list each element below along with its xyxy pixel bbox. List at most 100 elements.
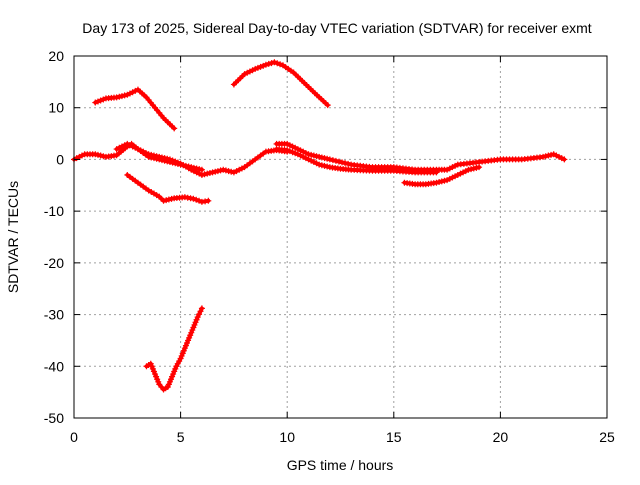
data-point: [324, 102, 331, 109]
data-point: [177, 161, 184, 168]
data-point: [561, 156, 568, 163]
data-point: [436, 179, 443, 186]
data-point: [324, 163, 331, 170]
data-point: [345, 160, 352, 167]
data-point: [153, 155, 160, 162]
data-point: [308, 151, 315, 158]
data-point: [289, 149, 296, 156]
data-point: [268, 60, 275, 67]
y-tick-label: 10: [48, 100, 64, 116]
series-trace: [144, 306, 204, 392]
data-point: [168, 195, 175, 202]
data-point: [449, 164, 456, 171]
data-point: [121, 142, 128, 149]
series-arc-7: [124, 171, 212, 205]
data-point: [172, 160, 179, 167]
data-point: [132, 87, 139, 94]
data-point: [326, 156, 333, 163]
data-point: [182, 162, 189, 169]
data-point: [329, 157, 336, 164]
data-point: [201, 171, 208, 178]
data-layer: [71, 59, 568, 393]
data-point: [94, 151, 101, 158]
data-point: [260, 62, 267, 69]
data-point: [324, 155, 331, 162]
data-point: [452, 162, 459, 169]
data-point: [457, 170, 464, 177]
data-point: [462, 168, 469, 175]
data-point: [209, 169, 216, 176]
series-trace: [231, 60, 330, 108]
data-point: [246, 68, 253, 75]
x-tick-label: 10: [279, 429, 295, 445]
data-point: [116, 93, 123, 100]
data-point: [126, 142, 133, 149]
data-point: [206, 170, 213, 177]
data-point: [113, 94, 120, 101]
data-point: [297, 147, 304, 154]
series-arc-5: [273, 140, 568, 173]
data-point: [310, 159, 317, 166]
data-point: [204, 170, 211, 177]
y-tick-label: -40: [44, 358, 64, 374]
data-point: [118, 93, 125, 100]
series-arc-9: [143, 305, 205, 393]
data-point: [164, 158, 171, 165]
data-point: [92, 99, 99, 106]
data-point: [145, 153, 152, 160]
x-tick-label: 0: [70, 429, 78, 445]
data-point: [305, 151, 312, 158]
data-point: [158, 157, 165, 164]
data-point: [449, 174, 456, 181]
data-point: [274, 60, 281, 67]
data-point: [342, 160, 349, 167]
data-point: [300, 153, 307, 160]
data-point: [249, 67, 256, 74]
y-axis-label: SDTVAR / TECUs: [5, 181, 21, 293]
data-point: [165, 196, 172, 203]
data-point: [302, 155, 309, 162]
data-point: [220, 166, 227, 173]
data-point: [335, 158, 342, 165]
data-point: [292, 150, 299, 157]
data-point: [305, 156, 312, 163]
data-point: [286, 142, 293, 149]
data-point: [321, 162, 328, 169]
data-point: [198, 305, 205, 312]
data-point: [332, 157, 339, 164]
y-tick-label: -20: [44, 255, 64, 271]
data-point: [214, 168, 221, 175]
data-point: [310, 152, 317, 159]
x-axis-label: GPS time / hours: [287, 457, 394, 473]
data-point: [433, 179, 440, 186]
y-tick-label: -30: [44, 307, 64, 323]
y-tick-label: 20: [48, 48, 64, 64]
data-point: [97, 152, 104, 159]
series-arc-8: [401, 164, 483, 188]
data-point: [476, 164, 483, 171]
data-point: [132, 144, 139, 151]
data-point: [244, 69, 251, 76]
data-point: [129, 143, 136, 150]
data-point: [289, 143, 296, 150]
data-point: [124, 91, 131, 98]
data-point: [265, 60, 272, 67]
data-point: [118, 143, 125, 150]
data-point: [196, 197, 203, 204]
data-point: [548, 151, 555, 158]
data-point: [78, 152, 85, 159]
data-point: [180, 162, 187, 169]
data-point: [321, 155, 328, 162]
data-point: [468, 166, 475, 173]
data-point: [254, 64, 261, 71]
data-point: [126, 90, 133, 97]
data-point: [446, 175, 453, 182]
data-point: [185, 163, 192, 170]
data-point: [277, 61, 284, 68]
data-point: [217, 167, 224, 174]
data-point: [252, 65, 259, 72]
data-point: [284, 140, 291, 147]
data-point: [233, 168, 240, 175]
